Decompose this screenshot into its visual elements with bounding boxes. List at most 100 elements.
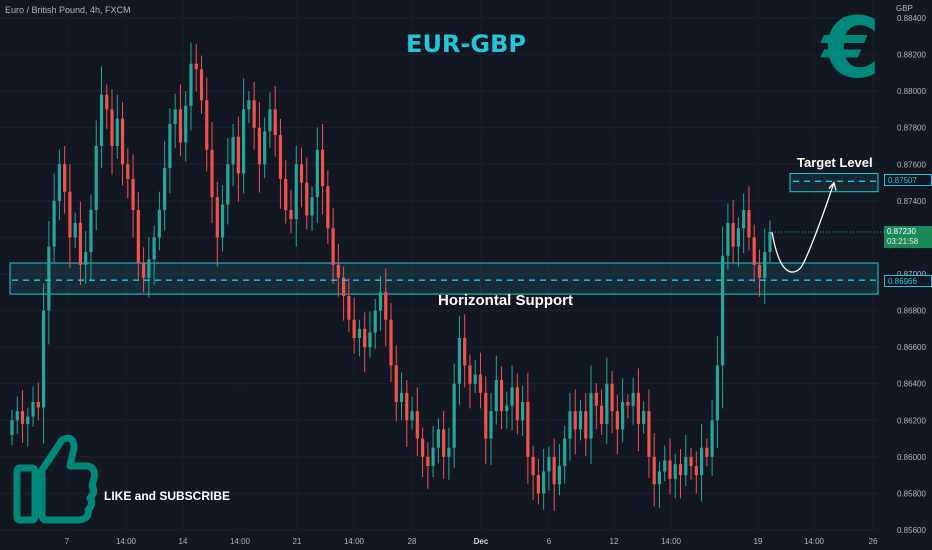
- candle: [363, 328, 367, 348]
- candle: [557, 466, 562, 485]
- candle: [578, 411, 583, 430]
- candle: [610, 383, 614, 412]
- y-tick-label: 0.85800: [897, 489, 926, 498]
- candle: [57, 164, 61, 201]
- y-tick-label: 0.87400: [897, 197, 926, 206]
- symbol-title: Euro / British Pound, 4h, FXCM: [5, 5, 131, 15]
- candle: [494, 380, 498, 412]
- candle: [563, 438, 567, 466]
- candle: [15, 411, 19, 421]
- candle: [594, 392, 598, 406]
- candle: [520, 402, 525, 421]
- candle: [120, 118, 125, 165]
- candle: [510, 387, 514, 406]
- candle: [378, 292, 383, 311]
- candle: [721, 255, 725, 366]
- candle: [294, 164, 298, 220]
- chart-grid: [0, 17, 880, 531]
- x-tick-label: 14:00: [230, 537, 251, 546]
- candle: [278, 135, 283, 179]
- y-tick-label: 0.88400: [897, 14, 926, 23]
- x-tick-label: 28: [408, 537, 417, 546]
- candle: [220, 204, 225, 238]
- y-tick-label: 0.87800: [897, 124, 926, 133]
- candle: [473, 374, 477, 384]
- candle: [68, 191, 72, 238]
- x-axis: 7 14:00 14 14:00 21 14:00 28 Dec 6 12 14:00 19 14:00…: [65, 537, 878, 546]
- candle: [326, 186, 330, 229]
- euro-icon: €: [822, 0, 881, 97]
- candle: [642, 411, 646, 424]
- candle: [684, 456, 688, 476]
- candle: [457, 338, 462, 384]
- candle: [20, 411, 25, 424]
- candle: [152, 237, 156, 260]
- candle: [668, 460, 672, 479]
- x-tick-label: 7: [65, 537, 70, 546]
- candle: [442, 429, 446, 457]
- candle: [484, 392, 488, 439]
- candle: [78, 222, 83, 265]
- candle: [210, 149, 214, 198]
- candle: [689, 456, 693, 466]
- projection-arrowhead: [828, 181, 837, 191]
- last-price-tag: 0.87230: [884, 226, 932, 238]
- candle: [205, 100, 209, 150]
- candle: [336, 264, 340, 278]
- candle: [242, 109, 246, 174]
- candle: [310, 197, 314, 216]
- candle: [415, 411, 419, 439]
- candle: [705, 447, 709, 457]
- candle: [141, 263, 146, 278]
- candle: [231, 136, 235, 165]
- candle: [126, 164, 130, 179]
- candle: [447, 447, 451, 457]
- candle: [505, 405, 509, 412]
- candle: [410, 411, 414, 421]
- x-tick-label: 14: [179, 537, 188, 546]
- candle: [178, 109, 183, 143]
- x-tick-label: 6: [547, 537, 552, 546]
- candle: [94, 146, 98, 210]
- x-tick-label: 19: [754, 537, 763, 546]
- candle: [199, 69, 204, 101]
- y-tick-label: 0.87000: [897, 270, 926, 279]
- candle: [215, 197, 219, 238]
- candle: [710, 420, 714, 457]
- x-tick-label: 14:00: [344, 537, 365, 546]
- x-tick-label: Dec: [474, 537, 489, 546]
- candle: [542, 471, 546, 494]
- candle: [47, 246, 51, 311]
- candle: [763, 252, 767, 278]
- candle: [515, 387, 519, 421]
- candle: [736, 228, 741, 247]
- y-tick-label: 0.86200: [897, 416, 926, 425]
- candle: [652, 456, 656, 485]
- candle: [10, 420, 14, 435]
- candle: [26, 416, 30, 424]
- candles: [10, 42, 772, 511]
- candle: [742, 210, 746, 229]
- candle: [394, 365, 398, 402]
- candle: [131, 178, 135, 210]
- candle: [342, 277, 346, 296]
- candle: [399, 392, 404, 402]
- candle: [436, 429, 440, 448]
- candle: [347, 295, 351, 320]
- candle: [757, 264, 762, 278]
- target-label: Target Level: [797, 155, 873, 170]
- candle: [584, 411, 588, 439]
- candle: [189, 63, 193, 106]
- candle: [678, 464, 683, 476]
- candle: [499, 380, 504, 412]
- candle: [168, 124, 172, 168]
- candle: [157, 210, 161, 238]
- candle: [405, 392, 409, 421]
- candle: [526, 402, 530, 457]
- candle: [73, 222, 77, 238]
- candle: [478, 374, 483, 393]
- candle: [236, 136, 240, 174]
- candle: [147, 259, 151, 278]
- candle: [163, 167, 167, 210]
